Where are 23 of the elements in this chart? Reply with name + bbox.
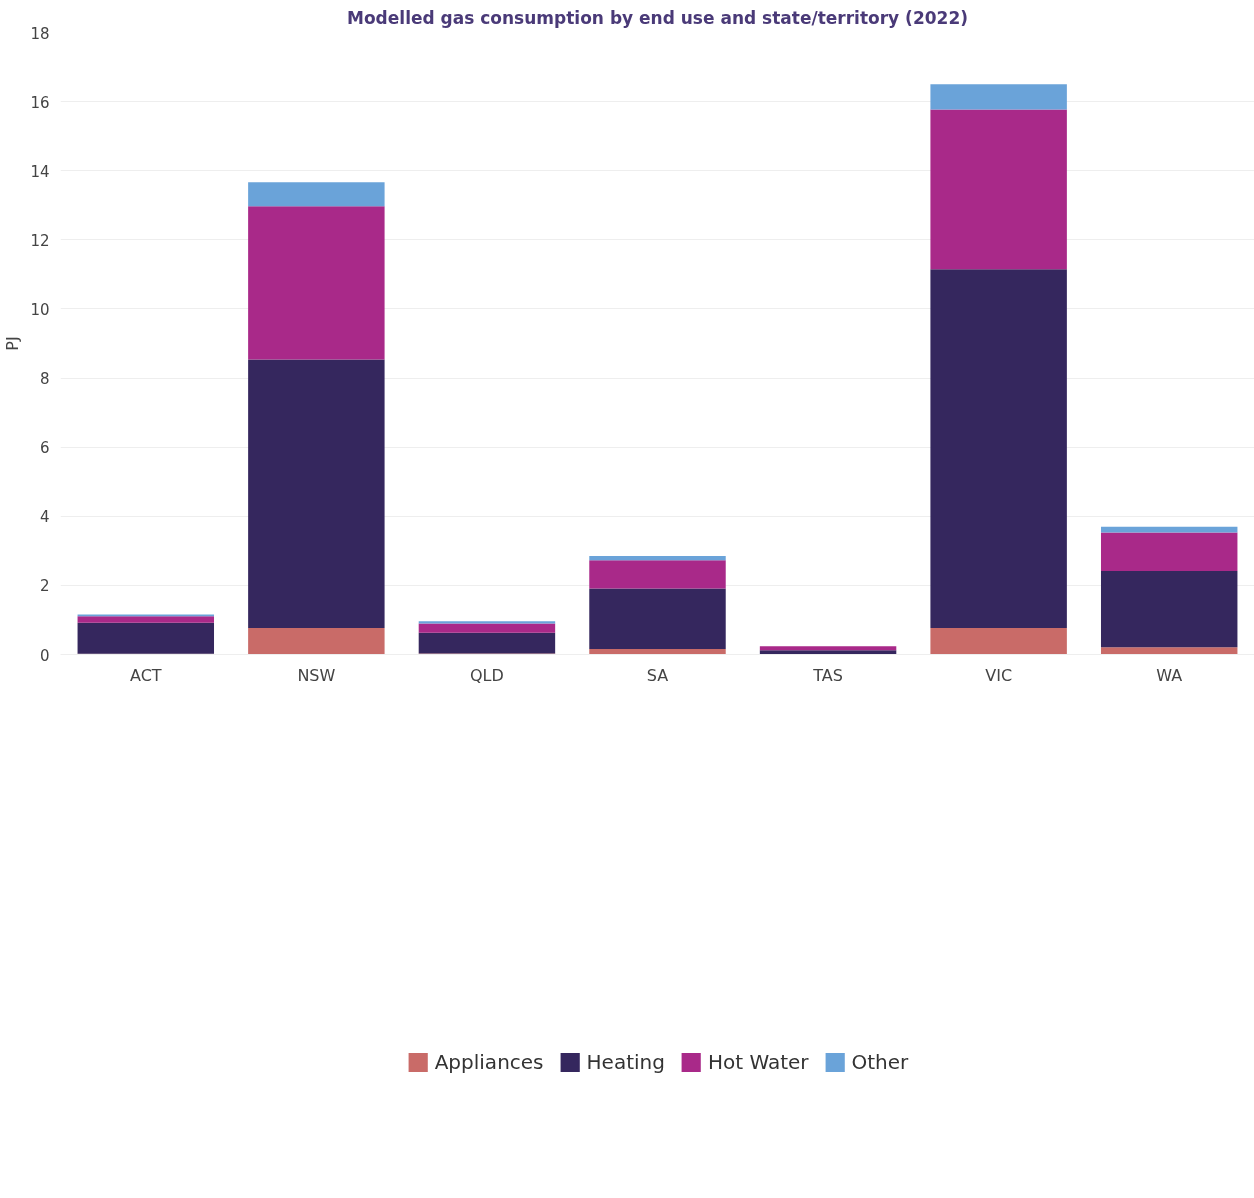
y-tick-label: 14	[30, 162, 50, 181]
legend-label: Heating	[586, 1050, 665, 1074]
y-tick-label: 6	[39, 439, 50, 458]
y-tick-label: 2	[39, 577, 50, 596]
legend-label: Hot Water	[707, 1050, 809, 1074]
y-axis-title: PJ	[3, 336, 23, 351]
legend-label: Appliances	[434, 1050, 544, 1074]
y-tick-label: 16	[30, 93, 50, 112]
y-tick-label: 10	[30, 300, 50, 319]
chart-title: Modelled gas consumption by end use and state/territory (2022)	[347, 7, 968, 28]
legend-label: Other	[851, 1050, 909, 1074]
y-tick-label: 12	[30, 231, 50, 250]
x-tick-label: SA	[646, 665, 669, 685]
y-tick-label: 0	[39, 646, 50, 665]
x-tick-label: TAS	[812, 665, 843, 685]
y-tick-label: 4	[39, 508, 50, 527]
x-tick-label: WA	[1156, 665, 1183, 685]
x-tick-label: VIC	[985, 665, 1013, 685]
y-tick-label: 8	[39, 370, 50, 389]
x-tick-label: ACT	[129, 665, 162, 685]
x-tick-label: QLD	[470, 665, 504, 685]
y-tick-label: 18	[30, 24, 50, 43]
x-tick-label: NSW	[297, 665, 336, 685]
